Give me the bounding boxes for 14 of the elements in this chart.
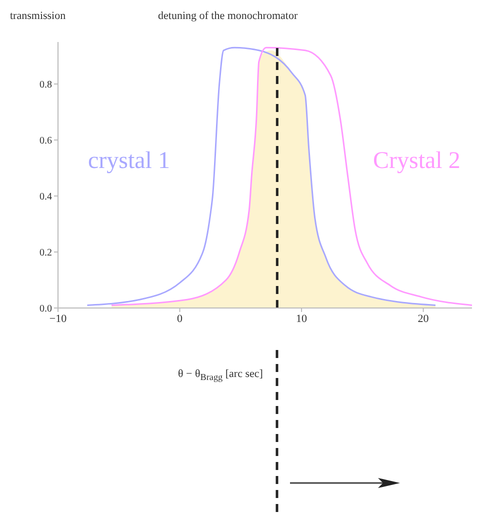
- x-tick-label: 0: [177, 312, 184, 325]
- y-tick-label: 0.0: [40, 304, 52, 315]
- y-tick-label: 0.8: [40, 80, 52, 91]
- series-label: Crystal 2: [373, 148, 460, 175]
- y-tick-label: 0.6: [40, 136, 52, 147]
- x-tick-label: 20: [418, 312, 430, 325]
- y-tick-label: 0.4: [40, 192, 52, 203]
- x-axis-title: θ − θ$_{Bragg}$ [arc sec]: [178, 368, 263, 382]
- chart-title: detuning of the monochromator: [158, 10, 298, 22]
- y-tick-label: 0.2: [40, 248, 52, 259]
- x-tick-label: −10: [49, 312, 68, 325]
- series-label: crystal 1: [88, 148, 170, 175]
- x-tick-label: 10: [296, 312, 308, 325]
- y-axis-title: transmission: [10, 10, 66, 22]
